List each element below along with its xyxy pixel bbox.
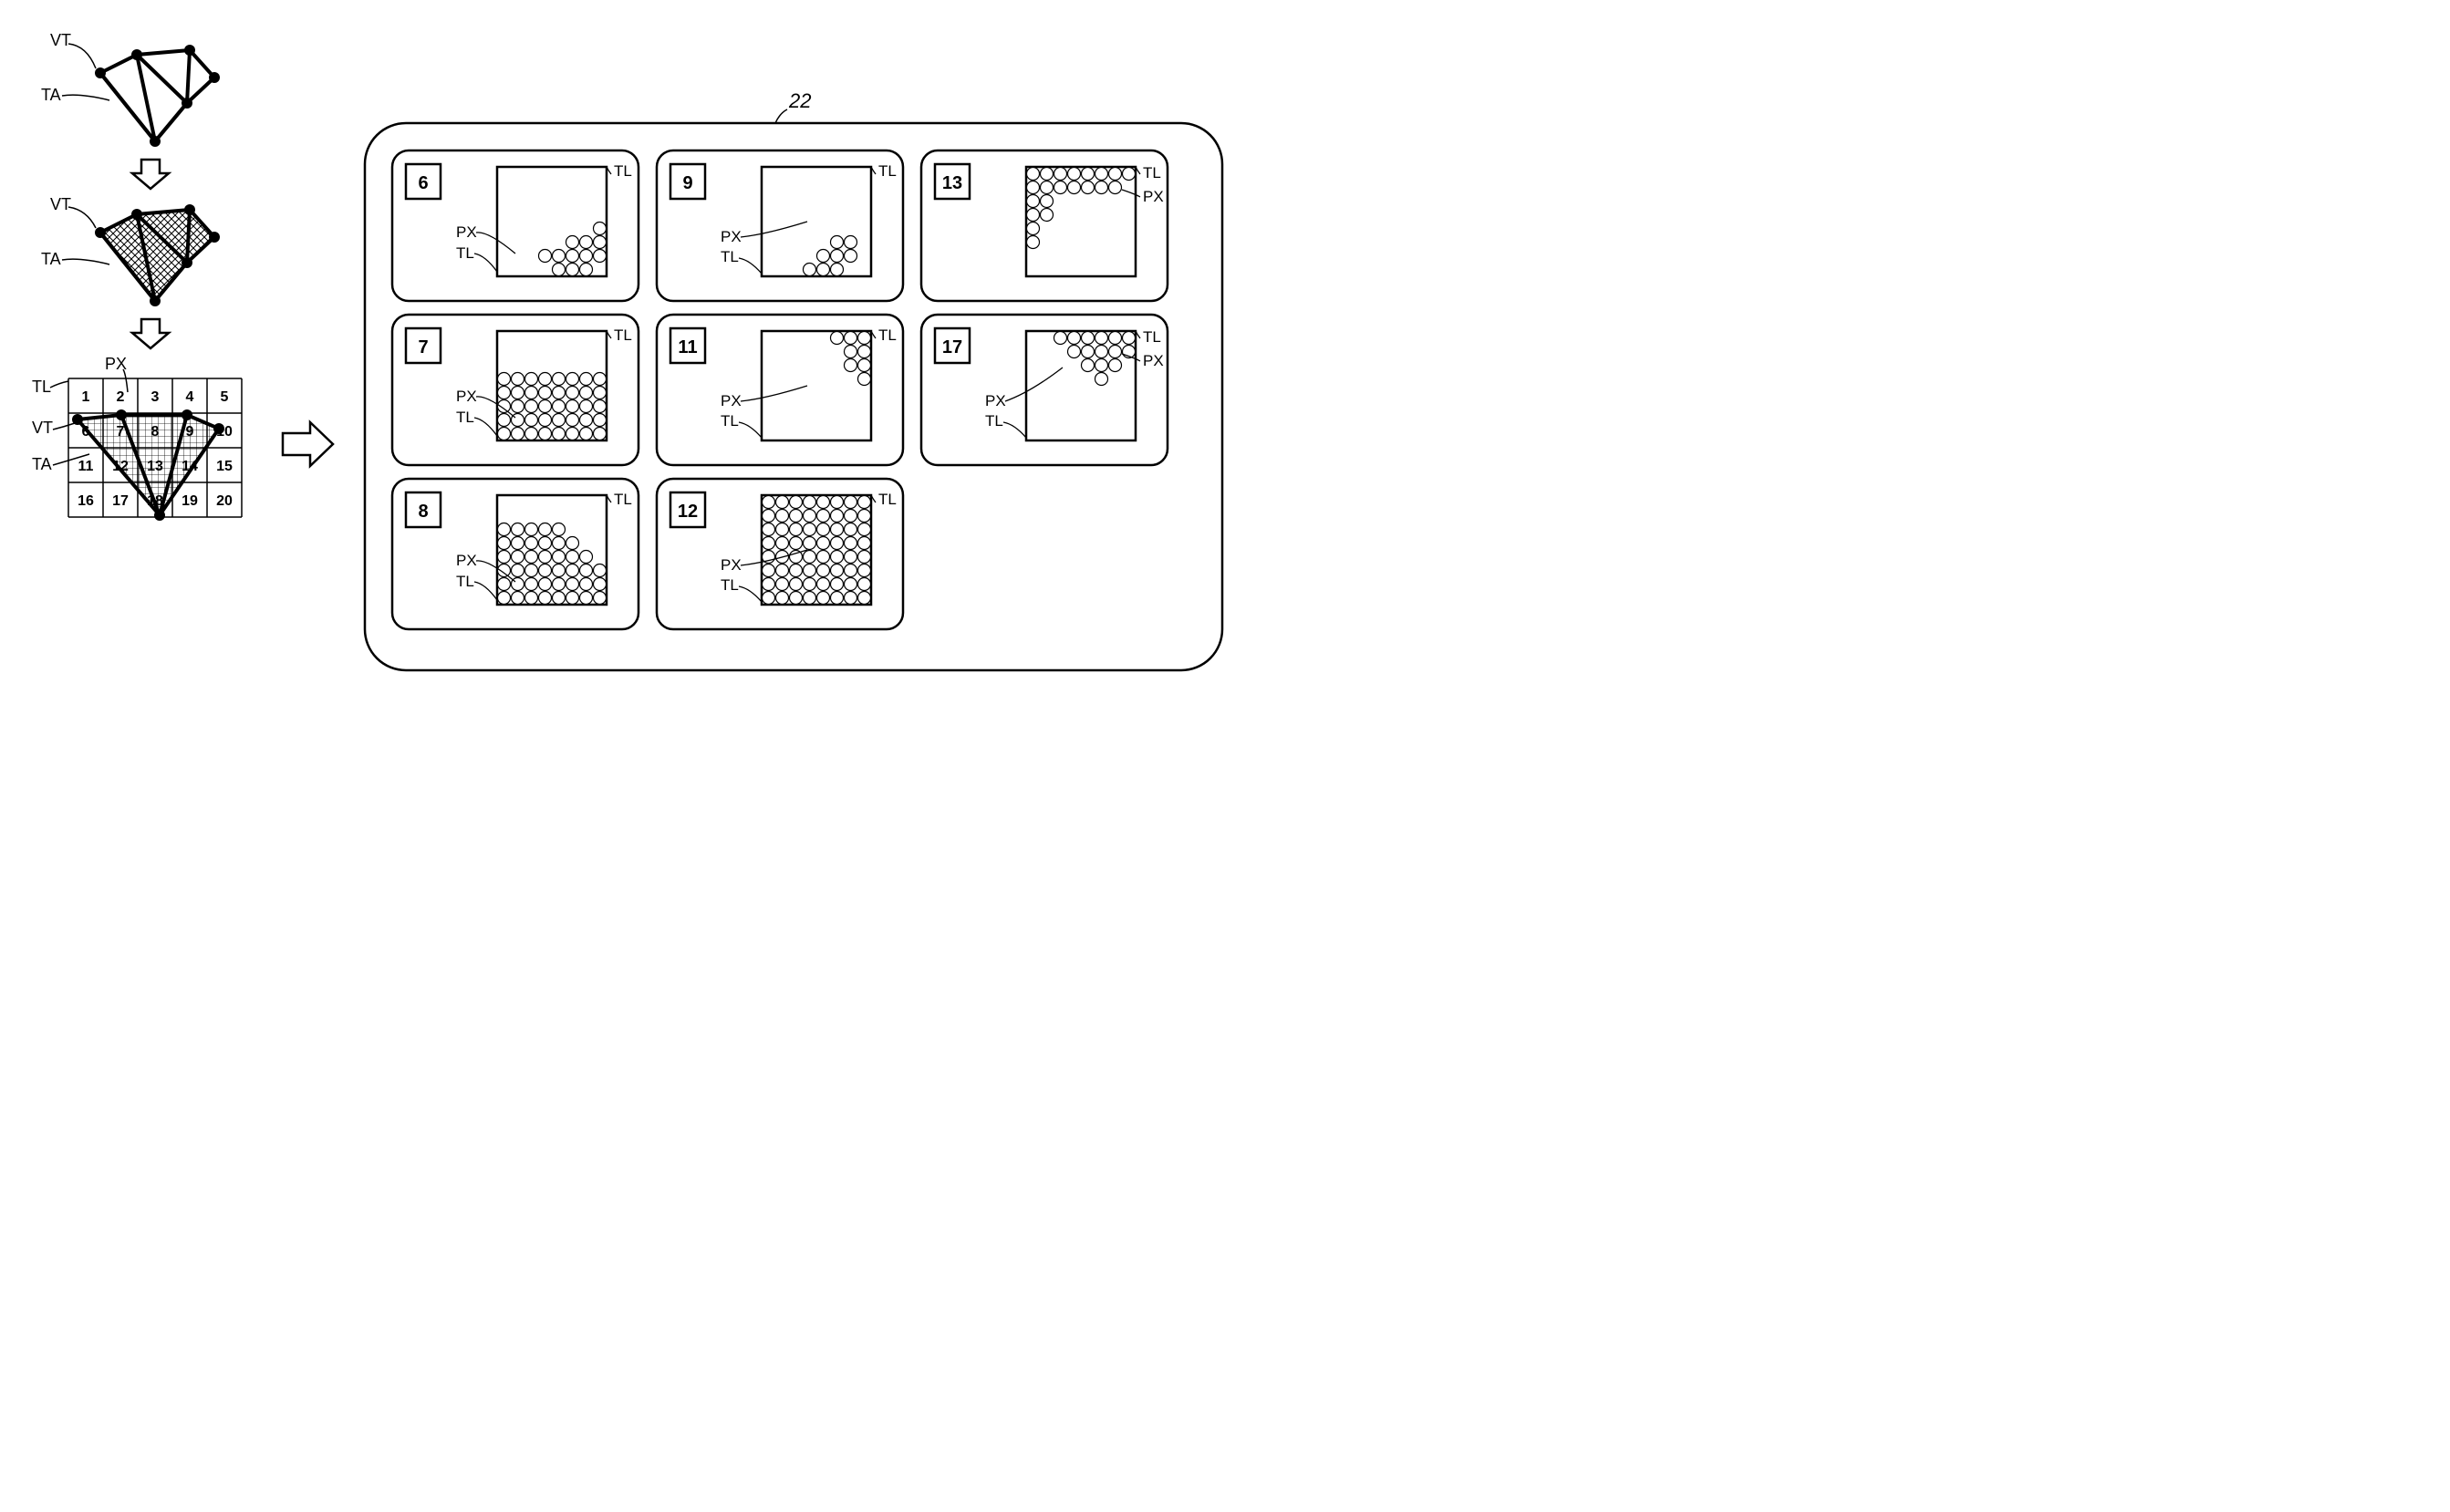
svg-text:PX: PX (721, 392, 742, 409)
svg-text:TL: TL (614, 162, 632, 180)
tile-7: 7 PX TL TL (392, 315, 638, 465)
svg-text:8: 8 (418, 502, 428, 522)
svg-text:TL: TL (1143, 328, 1161, 346)
label-ta-grid: TA (32, 455, 52, 473)
svg-text:PX: PX (456, 552, 477, 569)
diagram-root: VT TA VT TA 1234567891011121314151617181… (18, 18, 1243, 774)
svg-text:TL: TL (456, 244, 474, 262)
svg-text:PX: PX (456, 388, 477, 405)
svg-text:17: 17 (942, 337, 962, 357)
tile-13: 13 TL PX (921, 150, 1168, 301)
svg-text:TL: TL (456, 573, 474, 590)
tile-11: 11 PX TL TL (657, 315, 903, 465)
svg-text:11: 11 (78, 459, 94, 474)
svg-text:TL: TL (985, 412, 1003, 430)
svg-text:PX: PX (985, 392, 1006, 409)
tile-8: 8 PX TL TL (392, 479, 638, 629)
svg-text:9: 9 (186, 424, 194, 440)
svg-text:13: 13 (942, 173, 962, 193)
diagram-svg: VT TA VT TA 1234567891011121314151617181… (18, 18, 1243, 774)
tile-6: 6 PX TL TL (392, 150, 638, 301)
leader-tl-grid (50, 381, 68, 388)
svg-text:PX: PX (1143, 188, 1164, 205)
svg-text:TL: TL (456, 409, 474, 426)
svg-text:3: 3 (151, 389, 160, 405)
svg-text:13: 13 (147, 459, 163, 474)
svg-text:PX: PX (721, 556, 742, 574)
tile-9: 9 PX TL TL (657, 150, 903, 301)
svg-text:PX: PX (721, 228, 742, 245)
arrow-1 (132, 160, 169, 189)
arrow-2 (132, 319, 169, 348)
svg-text:20: 20 (216, 493, 233, 509)
svg-text:5: 5 (221, 389, 229, 405)
svg-text:TL: TL (1143, 164, 1161, 181)
svg-text:TL: TL (878, 162, 897, 180)
svg-text:TL: TL (878, 491, 897, 508)
label-vt-grid: VT (32, 419, 53, 437)
svg-text:8: 8 (151, 424, 160, 440)
label-vt-1: VT (50, 31, 71, 49)
tiles-group: 6 PX TL TL 9 PX TL TL 13 TL PX 7 PX TL TL 11 PX TL TL 17 TL P… (392, 150, 1168, 629)
svg-text:4: 4 (186, 389, 194, 405)
svg-text:16: 16 (78, 493, 94, 509)
svg-text:TL: TL (721, 576, 739, 594)
svg-text:19: 19 (182, 493, 198, 509)
svg-text:TL: TL (878, 326, 897, 344)
label-tl-grid: TL (32, 378, 51, 396)
leader-vt-grid (53, 423, 75, 430)
mesh-wireframe (95, 45, 220, 147)
leader-vt-2 (68, 207, 96, 228)
tile-grid: 1234567891011121314151617181920 (68, 378, 242, 521)
svg-text:TL: TL (614, 326, 632, 344)
svg-text:17: 17 (112, 493, 129, 509)
svg-text:2: 2 (117, 389, 125, 405)
svg-text:6: 6 (418, 173, 428, 193)
mesh-hatched (95, 204, 220, 306)
leader-vt-1 (68, 44, 96, 68)
svg-text:12: 12 (678, 502, 698, 522)
label-ta-2: TA (41, 250, 61, 268)
svg-text:1: 1 (82, 389, 90, 405)
svg-text:7: 7 (117, 424, 125, 440)
leader-22 (775, 109, 787, 123)
svg-text:TL: TL (721, 412, 739, 430)
svg-text:TL: TL (614, 491, 632, 508)
svg-text:15: 15 (216, 459, 233, 474)
label-vt-2: VT (50, 195, 71, 213)
tile-12: 12 PX TL TL (657, 479, 903, 629)
svg-text:11: 11 (678, 337, 697, 357)
svg-text:TL: TL (721, 248, 739, 265)
label-ta-1: TA (41, 86, 61, 104)
leader-ta-1 (62, 95, 109, 100)
label-22: 22 (788, 89, 811, 112)
svg-text:PX: PX (1143, 352, 1164, 369)
svg-text:9: 9 (682, 173, 692, 193)
tile-17: 17 TL PX PX TL (921, 315, 1168, 465)
arrow-right (283, 422, 333, 466)
leader-ta-2 (62, 259, 109, 264)
svg-text:PX: PX (456, 223, 477, 241)
svg-text:7: 7 (418, 337, 428, 357)
